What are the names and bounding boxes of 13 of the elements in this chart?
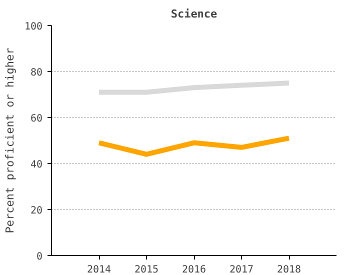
x-tick-label: 2017 — [229, 264, 254, 275]
x-tick-label: 2016 — [182, 264, 206, 275]
y-tick-label: 0 — [36, 252, 43, 262]
y-tick-label: 100 — [24, 22, 42, 32]
y-tick-label: 80 — [30, 68, 43, 78]
y-tick-label: 60 — [30, 114, 43, 124]
x-tick-label: 2014 — [86, 264, 112, 275]
y-tick-label: 20 — [30, 206, 43, 216]
chart-title: Science — [170, 8, 218, 20]
y-axis-title: Percent proficient or higher — [3, 47, 16, 234]
x-tick-label: 2015 — [134, 264, 159, 275]
x-tick-label: 2018 — [276, 264, 302, 275]
y-tick-label: 40 — [30, 160, 43, 170]
